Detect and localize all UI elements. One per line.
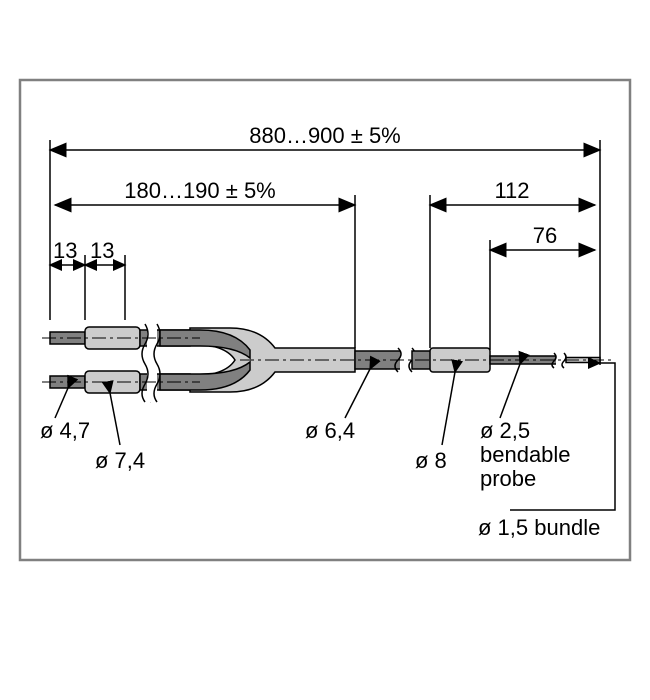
svg-text:ø 4,7: ø 4,7: [40, 418, 90, 443]
svg-text:ø 8: ø 8: [415, 448, 447, 473]
dim-right-inner-text: 76: [533, 223, 557, 248]
dim-right-length-text: 112: [494, 178, 529, 203]
svg-text:ø 2,5: ø 2,5: [480, 418, 530, 443]
callout-d64: ø 6,4: [305, 369, 370, 443]
svg-text:ø 7,4: ø 7,4: [95, 448, 145, 473]
svg-text:ø 6,4: ø 6,4: [305, 418, 355, 443]
dim-right-length: 112: [430, 178, 595, 348]
callout-d47: ø 4,7: [40, 388, 90, 443]
dim-small-13b-text: 13: [90, 238, 114, 263]
dim-right-inner: 76: [490, 223, 595, 350]
callout-d74: ø 7,4: [95, 393, 145, 473]
callout-d8: ø 8: [415, 372, 455, 473]
dim-small-13a: 13: [50, 238, 85, 320]
dim-small-13a-text: 13: [53, 238, 77, 263]
dim-left-length: 180…190 ± 5%: [55, 178, 355, 348]
dim-overall-text: 880…900 ± 5%: [249, 123, 401, 148]
svg-text:probe: probe: [480, 466, 536, 491]
dim-left-length-text: 180…190 ± 5%: [124, 178, 276, 203]
callout-d25: ø 2,5 bendable probe: [480, 364, 571, 491]
svg-text:ø 1,5 bundle: ø 1,5 bundle: [478, 515, 600, 540]
drawing-border: [20, 80, 630, 560]
svg-text:bendable: bendable: [480, 442, 571, 467]
dim-small-13b: 13: [85, 238, 125, 320]
